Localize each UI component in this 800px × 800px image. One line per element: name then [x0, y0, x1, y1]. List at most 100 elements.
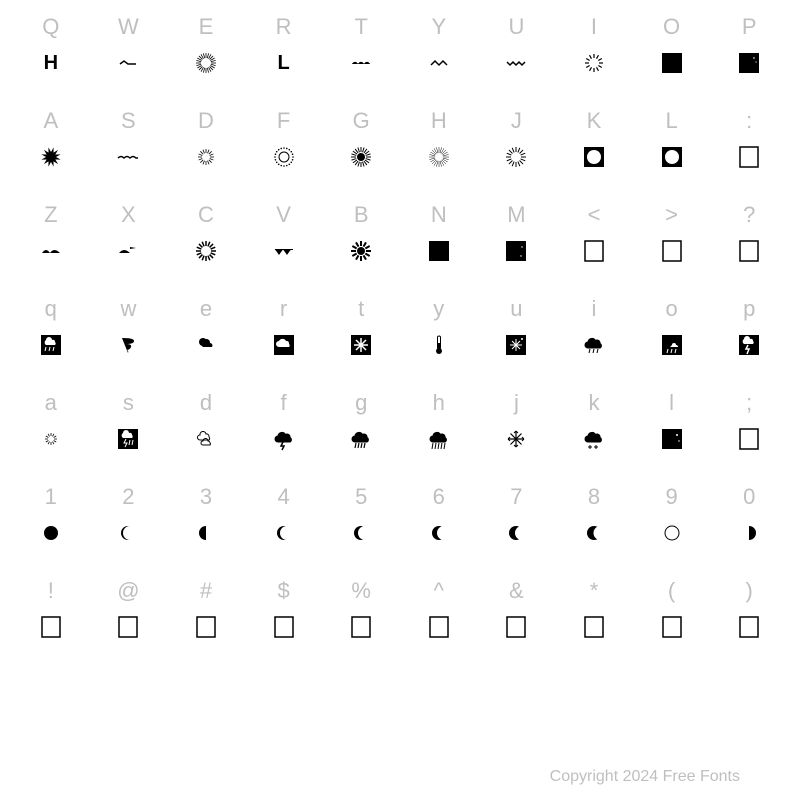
glyph-cell: 9 — [633, 478, 711, 572]
char-label: @ — [117, 572, 139, 610]
empty-box-icon — [737, 422, 761, 456]
letter-L-icon: L — [277, 46, 289, 80]
glyph-cell: C — [167, 196, 245, 290]
glyph-cell: N — [400, 196, 478, 290]
char-label: K — [587, 102, 602, 140]
glyph-cell: 4 — [245, 478, 323, 572]
empty-box-icon — [349, 610, 373, 644]
moon-box-icon — [660, 46, 684, 80]
char-label: p — [743, 290, 755, 328]
gibbous-box-icon — [660, 140, 684, 174]
glyph-cell: QH — [12, 8, 90, 102]
glyph-cell: A — [12, 102, 90, 196]
sun-spiky-icon — [194, 46, 218, 80]
char-label: y — [433, 290, 444, 328]
char-label: H — [431, 102, 447, 140]
cloud-rain-solid-icon — [349, 422, 373, 456]
moon-crescent-l2-icon — [349, 516, 373, 550]
cloud-rain-icon — [582, 328, 606, 362]
char-label: j — [514, 384, 519, 422]
char-label: J — [511, 102, 522, 140]
glyph-cell: X — [90, 196, 168, 290]
hill-flag-icon — [116, 234, 140, 268]
char-label: C — [198, 196, 214, 234]
char-label: a — [45, 384, 57, 422]
char-label: 3 — [200, 478, 212, 516]
moon-half-l-icon — [194, 516, 218, 550]
sun-thin-rays-icon — [427, 140, 451, 174]
char-label: V — [276, 196, 291, 234]
empty-box-icon — [194, 610, 218, 644]
sun-wavy-rays-icon — [504, 140, 528, 174]
snow-night-box-icon — [504, 328, 528, 362]
glyph-cell: L — [633, 102, 711, 196]
char-label: 8 — [588, 478, 600, 516]
glyph-cell: T — [322, 8, 400, 102]
empty-box-icon — [39, 610, 63, 644]
char-label: F — [277, 102, 290, 140]
char-label: ? — [743, 196, 755, 234]
char-label: T — [354, 8, 367, 46]
glyph-cell: P — [710, 8, 788, 102]
tornado-icon — [116, 328, 140, 362]
sun-outline-icon — [582, 46, 606, 80]
glyph-cell: s — [90, 384, 168, 478]
char-label: U — [508, 8, 524, 46]
char-label: ! — [48, 572, 54, 610]
glyph-cell: a — [12, 384, 90, 478]
char-label: ; — [746, 384, 752, 422]
char-label: < — [588, 196, 601, 234]
glyph-cell: Y — [400, 8, 478, 102]
char-label: t — [358, 290, 364, 328]
char-label: h — [433, 384, 445, 422]
char-label: E — [199, 8, 214, 46]
glyph-cell: ^ — [400, 572, 478, 666]
glyph-cell: y — [400, 290, 478, 384]
glyph-cell: k — [555, 384, 633, 478]
char-label: R — [276, 8, 292, 46]
char-label: u — [510, 290, 522, 328]
wave-three-bumps-icon — [116, 140, 140, 174]
glyph-cell: u — [478, 290, 556, 384]
sun-small-icon — [194, 140, 218, 174]
snow-box-icon — [349, 328, 373, 362]
char-label: S — [121, 102, 136, 140]
char-label: 2 — [122, 478, 134, 516]
glyph-cell: ) — [710, 572, 788, 666]
moon-crescent-l3-icon — [427, 516, 451, 550]
char-label: & — [509, 572, 524, 610]
glyph-cell: : — [710, 102, 788, 196]
empty-box-icon — [660, 234, 684, 268]
hills-two-icon — [39, 234, 63, 268]
char-label: $ — [277, 572, 289, 610]
char-label: 1 — [45, 478, 57, 516]
wave-two-peaks-icon — [427, 46, 451, 80]
empty-box-icon — [737, 234, 761, 268]
char-label: o — [665, 290, 677, 328]
cloud-heavy-rain-icon — [427, 422, 451, 456]
char-label: l — [669, 384, 674, 422]
thermometer-icon — [427, 328, 451, 362]
glyph-cell: Z — [12, 196, 90, 290]
char-label: * — [590, 572, 599, 610]
starburst-icon — [39, 140, 63, 174]
glyph-cell: ! — [12, 572, 90, 666]
zigzag-solid-icon — [272, 234, 296, 268]
letter-H-icon: H — [44, 46, 58, 80]
char-label: r — [280, 290, 287, 328]
char-label: w — [120, 290, 136, 328]
empty-box-icon — [427, 610, 451, 644]
moon-full-icon — [39, 516, 63, 550]
moon-box-stars-icon — [737, 46, 761, 80]
char-label: f — [281, 384, 287, 422]
moon-gibbous-l-icon — [116, 516, 140, 550]
clouds-outline-icon — [194, 422, 218, 456]
glyph-cell: & — [478, 572, 556, 666]
glyph-cell: q — [12, 290, 90, 384]
glyph-cell: l — [633, 384, 711, 478]
glyph-cell: ; — [710, 384, 788, 478]
char-label: Y — [431, 8, 446, 46]
glyph-cell: < — [555, 196, 633, 290]
glyph-cell: g — [322, 384, 400, 478]
char-label: : — [746, 102, 752, 140]
